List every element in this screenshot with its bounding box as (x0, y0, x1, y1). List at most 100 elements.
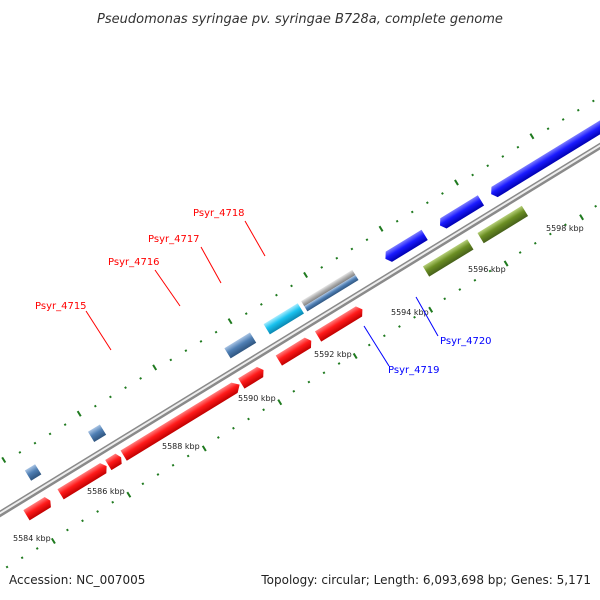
minor-tick (488, 269, 492, 273)
minor-tick (350, 247, 354, 251)
major-tick (201, 445, 207, 452)
minor-tick (471, 173, 475, 177)
minor-tick (486, 164, 490, 168)
scale-ticks (1, 99, 598, 569)
minor-tick (320, 266, 324, 269)
minor-tick (109, 395, 112, 399)
kbp-label: 5586 kbp (87, 487, 125, 496)
gene-steel-3[interactable] (224, 332, 257, 359)
major-tick (152, 364, 158, 371)
gene-label-Psyr_4717[interactable]: Psyr_4717 (148, 234, 200, 245)
kbp-label: 5588 kbp (162, 442, 200, 451)
kbp-labels: 5584 kbp 5586 kbp 5588 kbp 5590 kbp 5592… (13, 224, 584, 543)
major-tick (76, 410, 82, 417)
gene-steel-2[interactable] (87, 424, 107, 443)
major-tick (277, 399, 283, 406)
kbp-label: 5584 kbp (13, 534, 51, 543)
minor-tick (139, 377, 142, 380)
minor-tick (216, 436, 220, 439)
major-tick (378, 225, 384, 232)
minor-tick (292, 389, 296, 393)
gene-Psyr_4717[interactable] (275, 336, 315, 366)
kbp-label: 5598 kbp (546, 224, 584, 233)
minor-tick (244, 312, 248, 316)
minor-tick (199, 340, 203, 343)
gene-Psyr_4720[interactable] (437, 195, 485, 230)
minor-tick (443, 297, 447, 301)
minor-tick (171, 463, 175, 467)
minor-tick (18, 451, 22, 454)
gene-label-leaders (85, 220, 439, 367)
minor-tick (322, 371, 326, 375)
minor-tick (184, 349, 188, 353)
gene-red-3[interactable] (105, 452, 124, 471)
inner-tick-row (5, 204, 598, 569)
major-tick (303, 271, 308, 279)
minor-tick (96, 510, 99, 513)
minor-tick (232, 426, 235, 430)
major-tick (126, 491, 132, 498)
minor-tick (20, 556, 24, 560)
minor-tick (337, 362, 341, 365)
minor-tick (441, 192, 444, 195)
minor-tick (518, 251, 522, 254)
gene-gray-steel[interactable] (301, 269, 356, 307)
gene-Psyr_4719[interactable] (422, 239, 474, 277)
gene-label-Psyr_4715[interactable]: Psyr_4715 (35, 301, 87, 312)
minor-tick (546, 127, 550, 131)
gene-green-2[interactable] (477, 205, 529, 244)
map-title: Pseudomonas syringae pv. syringae B728a,… (97, 12, 503, 27)
gene-red-left[interactable] (23, 495, 53, 521)
gene-label-Psyr_4716[interactable]: Psyr_4716 (108, 257, 160, 268)
major-tick (454, 179, 459, 186)
minor-tick (5, 565, 9, 569)
minor-tick (275, 293, 278, 297)
accession-text: Accession: NC_007005 (9, 573, 146, 587)
minor-tick (548, 232, 552, 236)
gene-lightblue[interactable] (263, 303, 304, 335)
minor-tick (576, 108, 580, 112)
minor-tick (591, 99, 595, 103)
major-tick (352, 352, 358, 360)
minor-tick (382, 334, 386, 338)
minor-tick (335, 256, 339, 260)
minor-tick (214, 330, 218, 334)
kbp-label: 5592 kbp (314, 350, 352, 359)
minor-tick (425, 201, 429, 205)
kbp-label: 5594 kbp (391, 308, 429, 317)
gene-label-Psyr_4720[interactable]: Psyr_4720 (440, 336, 492, 347)
gene-label-Psyr_4718[interactable]: Psyr_4718 (193, 208, 245, 219)
minor-tick (501, 155, 505, 158)
minor-tick (561, 118, 565, 121)
gene-label-Psyr_4719[interactable]: Psyr_4719 (388, 365, 440, 376)
minor-tick (410, 210, 414, 214)
minor-tick (413, 315, 416, 319)
gene-Psyr_4716[interactable] (238, 365, 266, 389)
minor-tick (594, 204, 598, 208)
gene-Psyr_4718[interactable] (314, 304, 366, 342)
minor-tick (259, 303, 263, 306)
minor-tick (473, 278, 477, 282)
minor-tick (262, 408, 265, 412)
genome-backbone (0, 107, 600, 553)
minor-tick (111, 500, 115, 504)
gene-blue-1[interactable] (382, 229, 428, 264)
gene-gray-steel-b[interactable] (304, 274, 359, 312)
major-tick (50, 537, 56, 545)
kbp-label: 5596 kbp (468, 265, 506, 274)
gene-labels: Psyr_4715 Psyr_4716 Psyr_4717 Psyr_4718 … (35, 208, 492, 376)
minor-tick (367, 343, 371, 347)
minor-tick (156, 473, 160, 476)
minor-tick (533, 241, 537, 245)
gene-steel-left[interactable] (24, 464, 42, 481)
gene-blue-long[interactable] (488, 91, 600, 199)
minor-tick (48, 432, 52, 436)
minor-tick (564, 223, 567, 227)
gene-red-2[interactable] (57, 461, 109, 500)
gene-features[interactable] (6, 90, 600, 521)
major-tick (579, 214, 585, 221)
gene-Psyr_4715[interactable] (120, 379, 243, 461)
minor-tick (141, 482, 145, 486)
minor-tick (307, 380, 311, 384)
